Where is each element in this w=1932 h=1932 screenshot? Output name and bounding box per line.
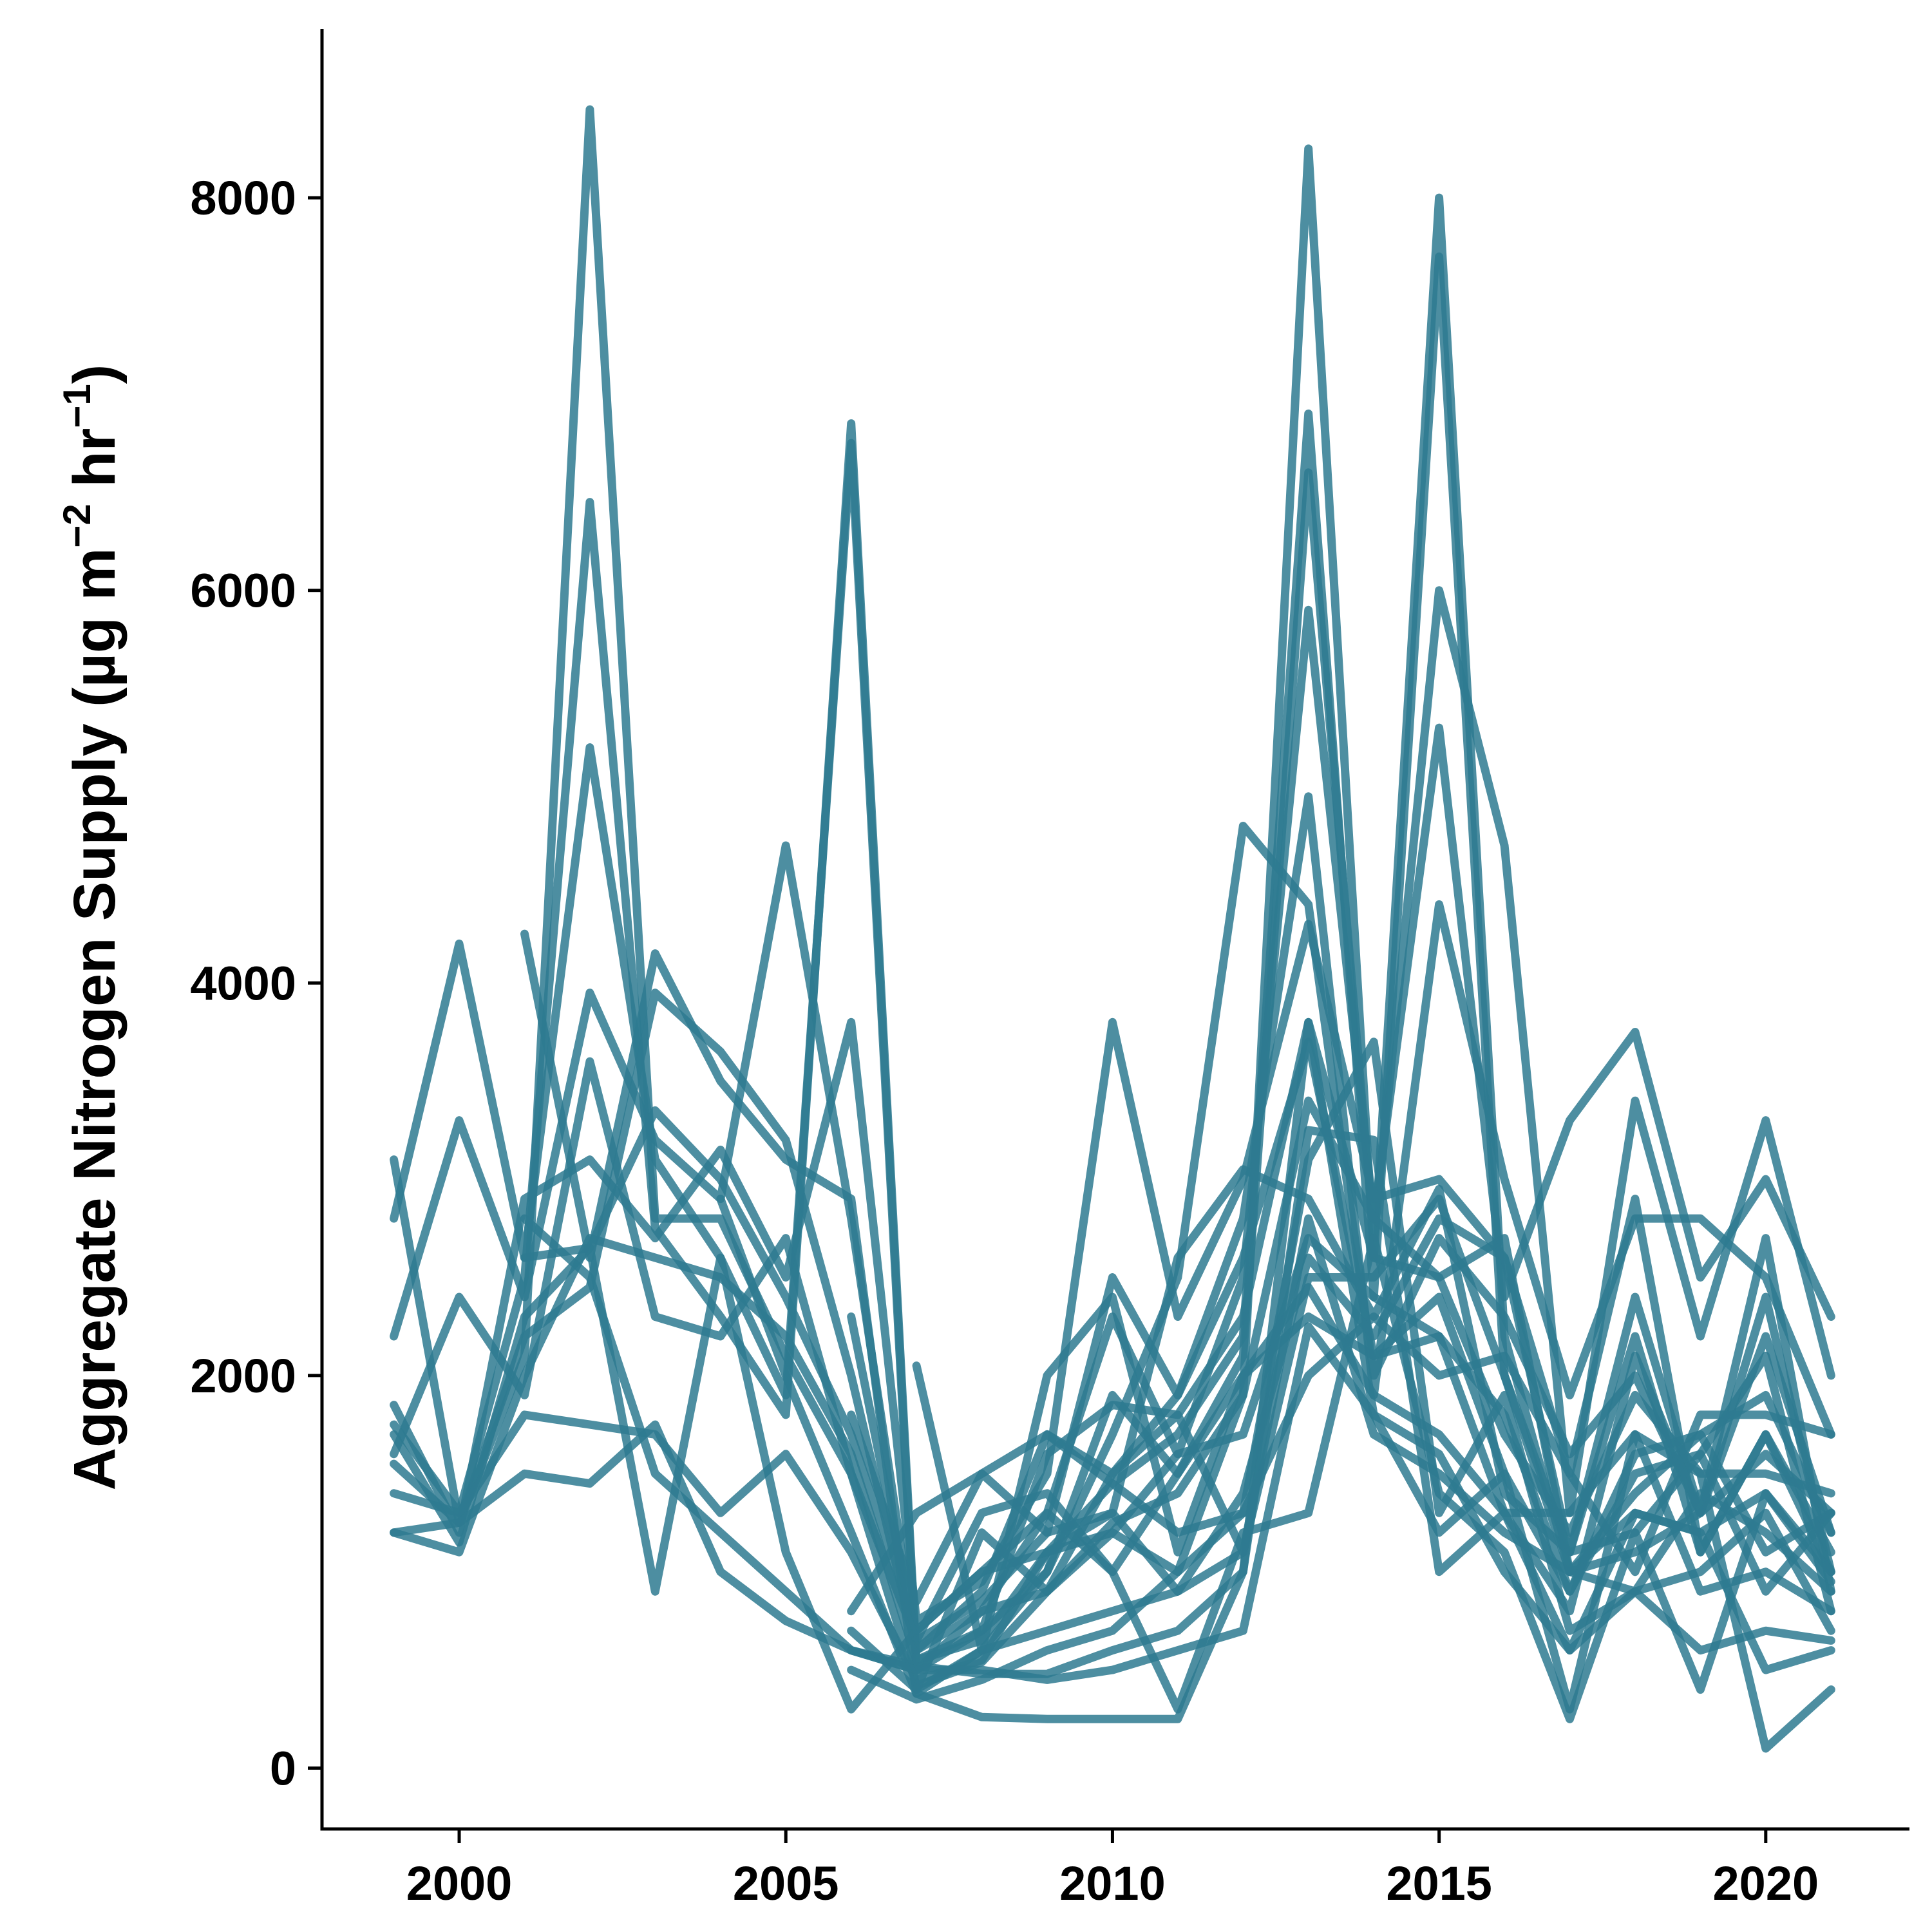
y-axis-ticks: 0 2000 4000 6000 8000 — [190, 171, 322, 1795]
x-tick-label: 2005 — [733, 1857, 839, 1910]
series-line-13 — [520, 1214, 1835, 1753]
series-line-5 — [390, 792, 1835, 1645]
y-tick-label: 8000 — [190, 171, 296, 225]
series-line-19 — [847, 1234, 1835, 1674]
y-tick-label: 4000 — [190, 956, 296, 1010]
y-tick-label: 2000 — [190, 1349, 296, 1403]
x-tick-label: 2010 — [1059, 1857, 1166, 1910]
x-axis-ticks: 2000 2005 2010 2015 2020 — [406, 1829, 1819, 1910]
series-line-21 — [847, 1096, 1835, 1704]
y-tick-label: 0 — [270, 1742, 296, 1795]
series-line-23 — [912, 1214, 1835, 1694]
y-tick-label: 6000 — [190, 564, 296, 618]
y-axis-title: Aggregate Nitrogen Supply (µg m−2 hr−1) — [55, 365, 128, 1491]
x-tick-label: 2020 — [1713, 1857, 1819, 1910]
series-line-22 — [912, 1283, 1835, 1655]
x-tick-label: 2015 — [1386, 1857, 1492, 1910]
x-tick-label: 2000 — [406, 1857, 513, 1910]
series-line-6 — [390, 920, 1835, 1625]
plot-area — [390, 105, 1835, 1753]
